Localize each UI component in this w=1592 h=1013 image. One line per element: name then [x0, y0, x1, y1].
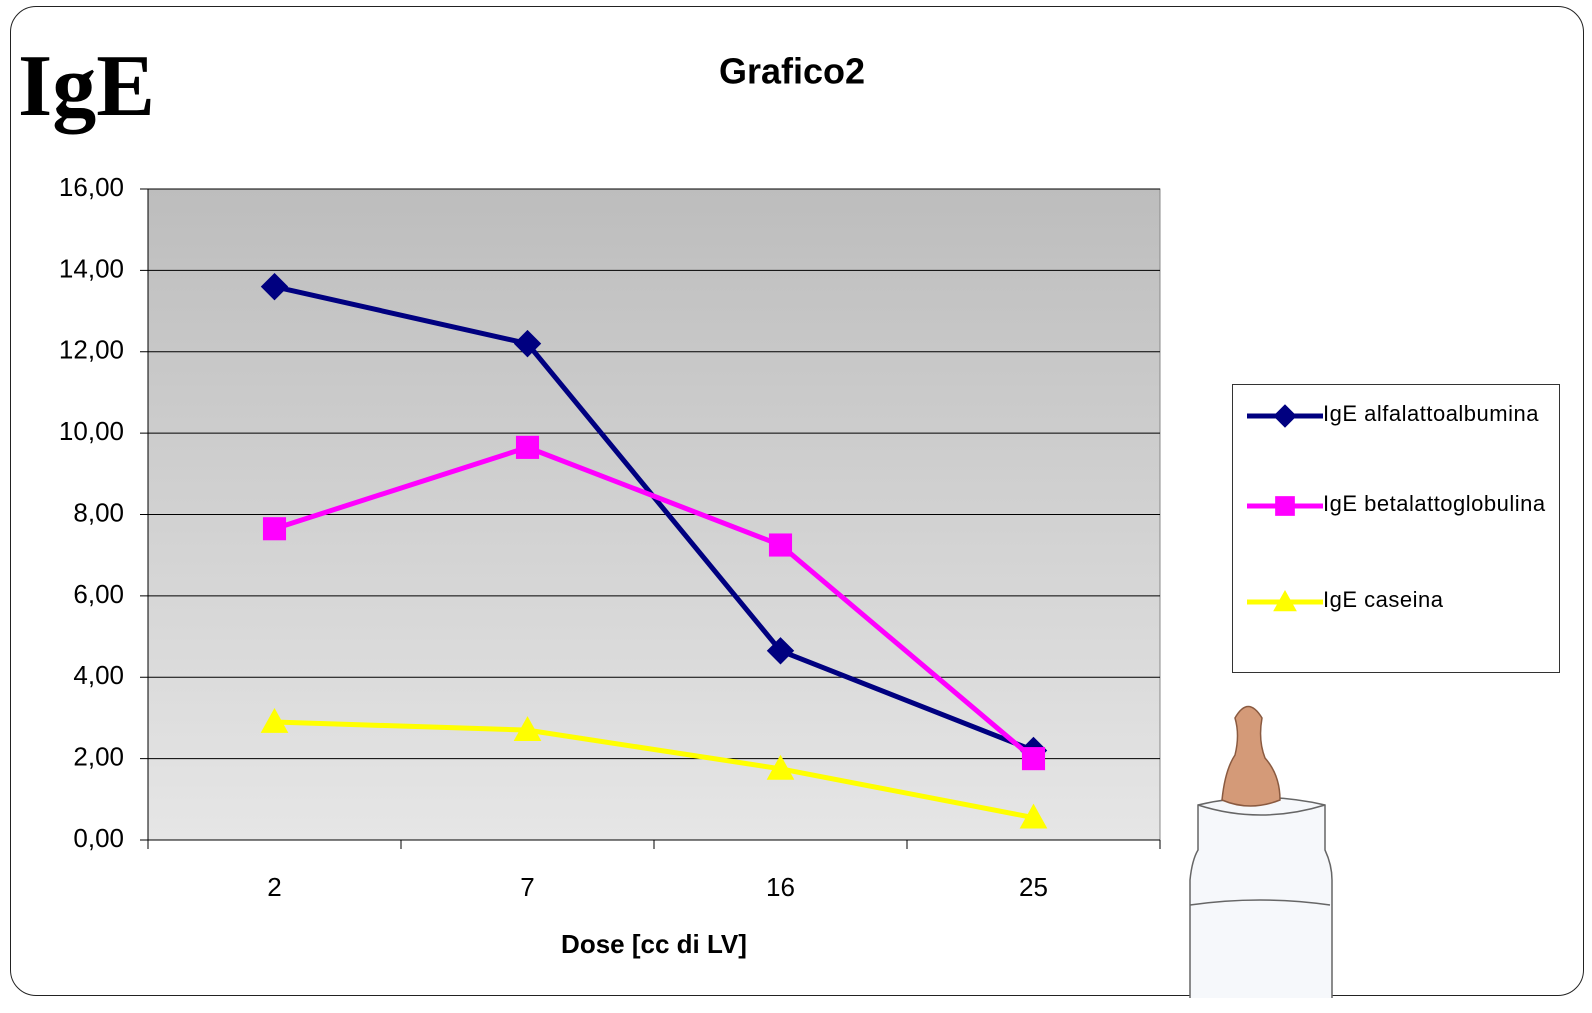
y-tick-label: 6,00	[73, 579, 124, 609]
y-tick-label: 2,00	[73, 742, 124, 772]
y-tick-label: 12,00	[59, 335, 124, 365]
bottle-drawing	[1190, 707, 1332, 999]
y-tick-label: 8,00	[73, 497, 124, 527]
y-tick-label: 14,00	[59, 253, 124, 283]
x-tick-label: 25	[1019, 872, 1048, 902]
marker	[1276, 497, 1295, 516]
heading: IgE	[18, 38, 155, 135]
x-tick-label: 16	[766, 872, 795, 902]
legend-entry: IgE alfalattoalbumina	[1323, 399, 1559, 429]
x-tick-label: 7	[520, 872, 534, 902]
y-tick-label: 4,00	[73, 660, 124, 690]
x-tick-label: 2	[267, 872, 281, 902]
legend-entry: IgE betalattoglobulina	[1323, 489, 1559, 519]
chart-title: Grafico2	[719, 51, 865, 92]
y-tick-label: 16,00	[59, 172, 124, 202]
marker	[769, 534, 791, 556]
marker	[1274, 405, 1296, 427]
y-tick-label: 0,00	[73, 823, 124, 853]
x-axis-label: Dose [cc di LV]	[561, 929, 747, 959]
marker	[1022, 748, 1044, 770]
legend-entry: IgE caseina	[1323, 585, 1559, 615]
marker	[263, 518, 285, 540]
marker	[516, 436, 538, 458]
y-tick-label: 10,00	[59, 416, 124, 446]
legend: IgE alfalattoalbumina IgE betalattoglobul…	[1232, 384, 1560, 673]
